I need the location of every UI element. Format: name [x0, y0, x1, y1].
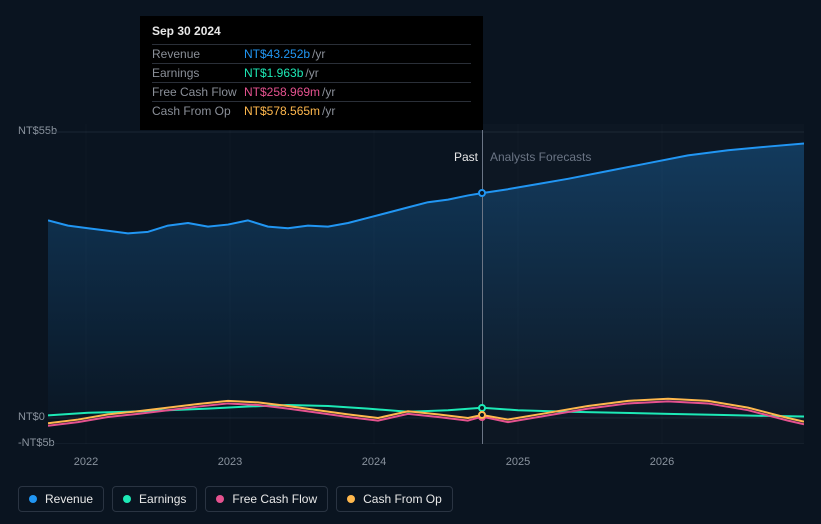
y-axis-label: NT$0: [18, 411, 45, 423]
legend-dot: [29, 495, 37, 503]
tooltip-value: NT$43.252b: [244, 47, 310, 61]
x-axis-tick: 2025: [506, 456, 530, 468]
legend-item[interactable]: Earnings: [112, 486, 197, 512]
legend: Revenue Earnings Free Cash Flow Cash From O…: [18, 486, 453, 512]
chart-tooltip: Sep 30 2024 RevenueNT$43.252b /yrEarning…: [140, 16, 483, 130]
chart-container: NT$55bNT$0-NT$5b Past Analysts Forecasts…: [18, 124, 804, 444]
tooltip-label: Earnings: [152, 66, 244, 80]
forecast-label: Analysts Forecasts: [490, 150, 591, 164]
legend-item[interactable]: Free Cash Flow: [205, 486, 328, 512]
series-marker: [478, 411, 486, 419]
legend-label: Earnings: [139, 492, 186, 506]
legend-label: Free Cash Flow: [232, 492, 317, 506]
legend-dot: [347, 495, 355, 503]
legend-dot: [216, 495, 224, 503]
x-axis-tick: 2022: [74, 456, 98, 468]
tooltip-label: Free Cash Flow: [152, 85, 244, 99]
x-axis-tick: 2024: [362, 456, 386, 468]
legend-label: Revenue: [45, 492, 93, 506]
series-marker: [478, 189, 486, 197]
plot-area[interactable]: Past Analysts Forecasts 2022202320242025…: [48, 124, 804, 444]
tooltip-value: NT$1.963b: [244, 66, 303, 80]
tooltip-unit: /yr: [322, 85, 335, 99]
tooltip-row: Cash From OpNT$578.565m /yr: [152, 101, 471, 120]
tooltip-label: Revenue: [152, 47, 244, 61]
tooltip-unit: /yr: [312, 47, 325, 61]
tooltip-label: Cash From Op: [152, 104, 244, 118]
x-axis-tick: 2026: [650, 456, 674, 468]
legend-item[interactable]: Cash From Op: [336, 486, 453, 512]
legend-dot: [123, 495, 131, 503]
tooltip-value: NT$578.565m: [244, 104, 320, 118]
tooltip-unit: /yr: [305, 66, 318, 80]
legend-item[interactable]: Revenue: [18, 486, 104, 512]
x-axis-tick: 2023: [218, 456, 242, 468]
tooltip-value: NT$258.969m: [244, 85, 320, 99]
tooltip-date: Sep 30 2024: [152, 24, 471, 38]
past-label: Past: [454, 150, 478, 164]
tooltip-row: EarningsNT$1.963b /yr: [152, 63, 471, 82]
tooltip-row: RevenueNT$43.252b /yr: [152, 44, 471, 63]
chart-svg: [48, 124, 804, 444]
legend-label: Cash From Op: [363, 492, 442, 506]
tooltip-row: Free Cash FlowNT$258.969m /yr: [152, 82, 471, 101]
tooltip-unit: /yr: [322, 104, 335, 118]
